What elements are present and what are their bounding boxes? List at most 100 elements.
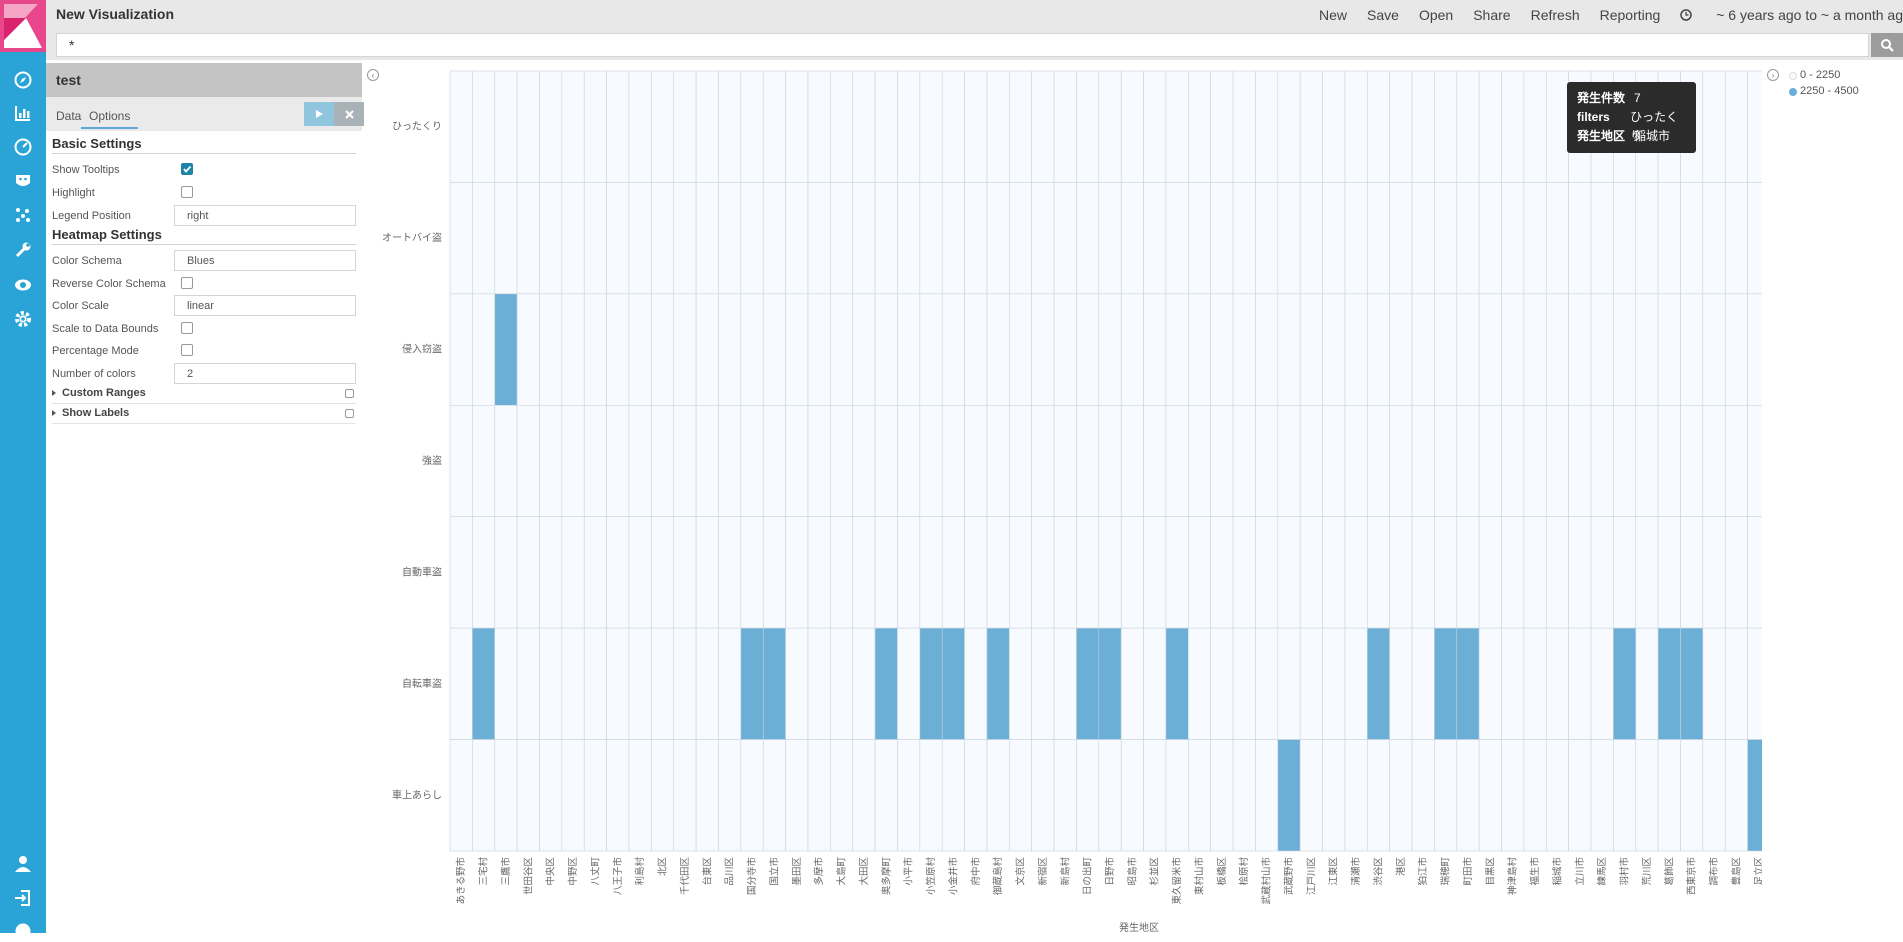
heatmap-cell[interactable]: [718, 739, 742, 852]
heatmap-cell[interactable]: [1590, 182, 1614, 295]
heatmap-cell[interactable]: [1344, 70, 1368, 183]
heatmap-cell[interactable]: [785, 404, 809, 518]
heatmap-cell[interactable]: [1120, 516, 1144, 629]
heatmap-cell[interactable]: [494, 70, 518, 183]
heatmap-cell[interactable]: [830, 293, 854, 406]
legend-item-low[interactable]: 0 - 2250: [1789, 69, 1859, 85]
heatmap-cell[interactable]: [807, 70, 831, 183]
heatmap-cell[interactable]: [1344, 182, 1368, 295]
heatmap-cell[interactable]: [718, 70, 742, 183]
heatmap-cell[interactable]: [1456, 70, 1480, 183]
heatmap-cell[interactable]: [941, 739, 965, 852]
heatmap-cell[interactable]: [1545, 293, 1569, 406]
heatmap-cell[interactable]: [1165, 70, 1189, 183]
heatmap-cell[interactable]: [1747, 516, 1762, 629]
heatmap-cell[interactable]: [1613, 739, 1637, 852]
heatmap-cell[interactable]: [1277, 739, 1301, 852]
heatmap-cell[interactable]: [785, 293, 809, 406]
heatmap-cell[interactable]: [1501, 627, 1525, 740]
heatmap-cell[interactable]: [1098, 404, 1122, 518]
heatmap-cell[interactable]: [539, 293, 563, 406]
heatmap-cell[interactable]: [941, 627, 965, 740]
heatmap-cell[interactable]: [762, 739, 786, 852]
heatmap-cell[interactable]: [1434, 516, 1458, 629]
heatmap-cell[interactable]: [1009, 70, 1032, 183]
heatmap-cell[interactable]: [1411, 739, 1435, 852]
heatmap-cell[interactable]: [1009, 739, 1032, 852]
heatmap-cell[interactable]: [695, 293, 719, 406]
heatmap-cell[interactable]: [1299, 70, 1323, 183]
heatmap-cell[interactable]: [1680, 404, 1704, 518]
heatmap-cell[interactable]: [1210, 739, 1234, 852]
heatmap-cell[interactable]: [1568, 516, 1592, 629]
discard-changes-button[interactable]: [334, 102, 364, 126]
heatmap-cell[interactable]: [1031, 70, 1055, 183]
heatmap-cell[interactable]: [740, 627, 764, 740]
heatmap-cell[interactable]: [1165, 627, 1189, 740]
heatmap-cell[interactable]: [1255, 404, 1279, 518]
heatmap-cell[interactable]: [1366, 404, 1390, 518]
heatmap-cell[interactable]: [1143, 293, 1167, 406]
heatmap-cell[interactable]: [718, 182, 742, 295]
heatmap-cell[interactable]: [1590, 739, 1614, 852]
heatmap-cell[interactable]: [1613, 293, 1637, 406]
heatmap-cell[interactable]: [897, 70, 921, 183]
heatmap-cell[interactable]: [1680, 182, 1704, 295]
heatmap-cell[interactable]: [651, 739, 675, 852]
heatmap-cell[interactable]: [1702, 516, 1726, 629]
heatmap-cell[interactable]: [1009, 182, 1032, 295]
heatmap-cell[interactable]: [919, 739, 943, 852]
heatmap-cell[interactable]: [1478, 182, 1502, 295]
heatmap-cell[interactable]: [1635, 404, 1659, 518]
discover-icon[interactable]: [12, 69, 34, 91]
heatmap-cell[interactable]: [1747, 627, 1762, 740]
heatmap-cell[interactable]: [1590, 627, 1614, 740]
heatmap-cell[interactable]: [695, 627, 719, 740]
heatmap-cell[interactable]: [1210, 70, 1234, 183]
heatmap-cell[interactable]: [1568, 293, 1592, 406]
heatmap-cell[interactable]: [1344, 293, 1368, 406]
heatmap-cell[interactable]: [1568, 182, 1592, 295]
heatmap-cell[interactable]: [606, 404, 630, 518]
heatmap-cell[interactable]: [1031, 739, 1055, 852]
heatmap-cell[interactable]: [516, 70, 540, 183]
heatmap-cell[interactable]: [1188, 739, 1211, 852]
heatmap-cell[interactable]: [1255, 516, 1279, 629]
heatmap-cell[interactable]: [1322, 627, 1346, 740]
heatmap-cell[interactable]: [1657, 516, 1681, 629]
heatmap-cell[interactable]: [874, 739, 898, 852]
heatmap-cell[interactable]: [1165, 739, 1189, 852]
heatmap-cell[interactable]: [1277, 404, 1301, 518]
heatmap-cell[interactable]: [583, 516, 607, 629]
heatmap-cell[interactable]: [1076, 739, 1100, 852]
heatmap-cell[interactable]: [1143, 70, 1167, 183]
heatmap-cell[interactable]: [740, 70, 764, 183]
heatmap-cell[interactable]: [516, 739, 540, 852]
heatmap-cell[interactable]: [919, 627, 943, 740]
heatmap-cell[interactable]: [1255, 70, 1279, 183]
heatmap-cell[interactable]: [1322, 70, 1346, 183]
heatmap-cell[interactable]: [941, 293, 965, 406]
heatmap-cell[interactable]: [941, 516, 965, 629]
heatmap-cell[interactable]: [494, 739, 518, 852]
heatmap-cell[interactable]: [583, 739, 607, 852]
heatmap-cell[interactable]: [1680, 739, 1704, 852]
heatmap-cell[interactable]: [1523, 182, 1547, 295]
highlight-checkbox[interactable]: [181, 186, 193, 198]
heatmap-cell[interactable]: [1702, 293, 1726, 406]
reporting-button[interactable]: Reporting: [1599, 7, 1661, 23]
heatmap-cell[interactable]: [1120, 404, 1144, 518]
show-tooltips-checkbox[interactable]: [181, 163, 193, 175]
heatmap-cell[interactable]: [1478, 516, 1502, 629]
heatmap-cell[interactable]: [1724, 404, 1748, 518]
heatmap-cell[interactable]: [628, 293, 652, 406]
heatmap-cell[interactable]: [1523, 627, 1547, 740]
heatmap-cell[interactable]: [1255, 293, 1279, 406]
heatmap-cell[interactable]: [561, 627, 585, 740]
heatmap-cell[interactable]: [852, 70, 876, 183]
heatmap-cell[interactable]: [561, 516, 585, 629]
heatmap-cell[interactable]: [1120, 627, 1144, 740]
heatmap-cell[interactable]: [1210, 182, 1234, 295]
heatmap-cell[interactable]: [1210, 293, 1234, 406]
heatmap-cell[interactable]: [472, 70, 496, 183]
